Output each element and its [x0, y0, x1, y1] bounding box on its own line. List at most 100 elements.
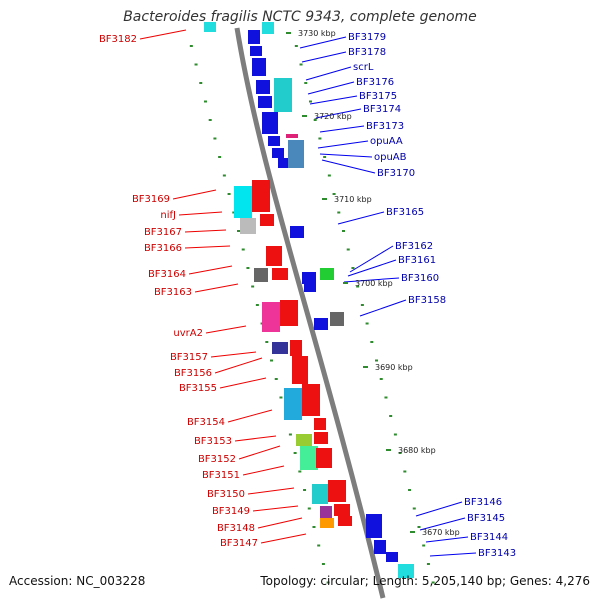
kbp-tick-mark — [343, 282, 348, 284]
gene-features — [204, 22, 414, 578]
leader-line-right — [301, 51, 347, 63]
gene-glyph — [398, 564, 414, 578]
scale-dot — [384, 396, 388, 399]
gene-label-left: BF3150 — [207, 489, 245, 500]
gene-glyph — [386, 552, 398, 562]
gene-glyph — [260, 214, 274, 226]
gene-glyph — [272, 342, 288, 354]
scale-dot — [422, 544, 426, 547]
kbp-tick-mark — [410, 531, 415, 533]
gene-glyph — [252, 180, 270, 212]
scale-dot — [265, 341, 269, 343]
scale-dot — [307, 507, 311, 510]
scale-dot — [199, 82, 203, 84]
gene-glyph — [278, 158, 290, 168]
gene-label-right: BF3165 — [386, 207, 424, 218]
scale-dot — [274, 378, 278, 380]
gene-glyph — [304, 284, 316, 292]
leader-line-right — [359, 299, 407, 317]
scale-dot — [304, 82, 308, 84]
leader-line-left — [188, 265, 233, 275]
label-leaders — [139, 29, 477, 557]
gene-label-left: BF3154 — [187, 417, 225, 428]
gene-glyph — [300, 446, 318, 470]
kbp-tick-mark — [363, 366, 368, 368]
gene-label-left: BF3156 — [174, 368, 212, 379]
leader-line-left — [139, 29, 187, 40]
gene-glyph — [312, 484, 328, 504]
gene-glyph — [256, 80, 270, 94]
scale-dot — [408, 489, 412, 491]
gene-label-right: BF3173 — [366, 121, 404, 132]
scale-dot — [321, 563, 325, 565]
gene-glyph — [250, 46, 262, 56]
gene-label-right: opuAA — [370, 136, 403, 147]
gene-label-left: BF3182 — [99, 34, 137, 45]
scale-dot — [246, 267, 250, 269]
gene-glyph — [302, 272, 316, 284]
leader-line-left — [172, 189, 217, 200]
gene-label-left: uvrA2 — [173, 328, 203, 339]
scale-dot — [279, 396, 283, 399]
scale-dot — [255, 304, 259, 306]
scale-dot — [194, 63, 198, 66]
gene-label-left: BF3167 — [144, 227, 182, 238]
scale-dot — [417, 526, 421, 528]
scale-dot — [337, 211, 341, 214]
gene-label-right: BF3179 — [348, 32, 386, 43]
gene-glyph — [328, 480, 346, 502]
leader-line-left — [260, 533, 307, 544]
gene-glyph — [320, 268, 334, 280]
gene-glyph — [290, 340, 302, 356]
kbp-ticks: 3730 kbp 3720 kbp 3710 kbp 3700 kbp 3690 kbp… — [286, 29, 460, 537]
gene-glyph — [290, 226, 304, 238]
gene-label-left: BF3169 — [132, 194, 170, 205]
scale-dot — [213, 137, 217, 140]
gene-label-right: BF3162 — [395, 241, 433, 252]
leader-line-right — [309, 95, 358, 105]
kbp-tick-label: 3730 kbp — [298, 29, 336, 38]
leader-line-right — [319, 153, 373, 158]
leader-line-right — [305, 66, 352, 81]
scale-dot — [189, 45, 193, 47]
leader-line-right — [317, 140, 369, 149]
gene-glyph — [296, 434, 312, 446]
leader-line-right — [349, 245, 394, 273]
genome-summary: Topology: circular; Length: 5,205,140 bp… — [260, 574, 590, 588]
gene-label-left: BF3151 — [202, 470, 240, 481]
gene-label-right: BF3146 — [464, 497, 502, 508]
gene-glyph — [234, 186, 252, 218]
gene-glyph — [274, 78, 292, 112]
gene-glyph — [254, 268, 268, 282]
scale-dot — [365, 322, 369, 325]
scale-dot — [312, 526, 316, 528]
leader-line-right — [347, 259, 397, 277]
gene-glyph — [374, 540, 386, 554]
scale-dot — [208, 119, 212, 121]
scale-dot — [270, 359, 274, 362]
gene-glyph — [272, 268, 288, 280]
gene-glyph — [288, 140, 304, 168]
gene-label-right: BF3158 — [408, 295, 446, 306]
gene-label-right: BF3170 — [377, 168, 415, 179]
gene-glyph — [338, 516, 352, 526]
scale-dot — [237, 230, 240, 232]
leader-line-left — [242, 465, 285, 476]
gene-label-right: BF3161 — [398, 255, 436, 266]
kbp-tick-label: 3670 kbp — [422, 528, 460, 537]
gene-glyph — [330, 312, 344, 326]
kbp-tick-label: 3710 kbp — [334, 195, 372, 204]
leader-line-left — [205, 325, 247, 334]
gene-labels: BF3182 BF3169 nifJ BF3167 BF3166 BF3164 BF3163… — [99, 32, 516, 559]
leader-line-right — [299, 36, 347, 49]
scale-dot — [326, 581, 330, 584]
leader-line-right — [307, 81, 355, 95]
gene-glyph — [252, 58, 266, 76]
kbp-tick-label: 3720 kbp — [314, 112, 352, 121]
leader-line-left — [210, 351, 257, 358]
gene-label-right: scrL — [353, 62, 374, 73]
gene-glyph — [240, 218, 256, 234]
scale-dot — [313, 119, 317, 121]
gene-label-right: BF3145 — [467, 513, 505, 524]
accession-text: Accession: NC_003228 — [9, 574, 146, 588]
